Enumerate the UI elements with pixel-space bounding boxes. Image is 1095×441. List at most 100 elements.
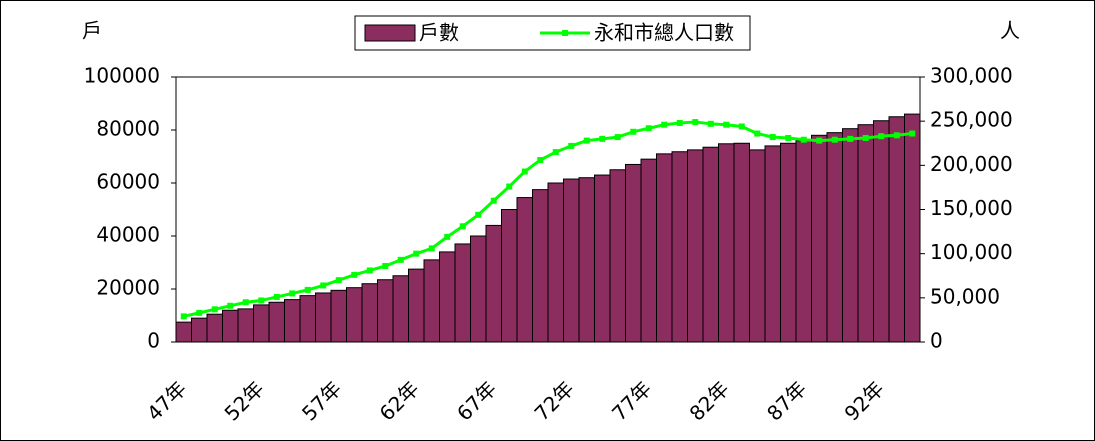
y-tick-label: 100000: [84, 64, 160, 88]
marker: [428, 245, 435, 252]
marker: [676, 119, 683, 126]
bar: [222, 309, 239, 343]
marker: [878, 133, 885, 140]
bar: [578, 177, 595, 343]
marker: [382, 263, 389, 270]
marker: [196, 309, 203, 316]
bar: [315, 292, 332, 343]
marker: [599, 135, 606, 142]
marker: [785, 134, 792, 141]
bar: [346, 287, 363, 343]
bar: [392, 275, 409, 343]
bar: [485, 224, 502, 343]
marker: [459, 223, 466, 230]
legend-swatch: [364, 24, 416, 42]
bar: [888, 116, 905, 343]
y-axis-title: 戶: [82, 19, 102, 43]
marker: [661, 121, 668, 128]
bar: [470, 235, 487, 343]
marker: [335, 277, 342, 284]
y2-tick-label: 250,000: [930, 108, 1013, 132]
bar: [718, 143, 735, 343]
bar: [594, 174, 611, 343]
y2-axis-title: 人: [1000, 19, 1020, 43]
marker: [630, 128, 637, 135]
marker: [521, 168, 528, 175]
marker: [800, 136, 807, 143]
marker: [738, 123, 745, 130]
bar: [191, 317, 208, 343]
bar: [625, 163, 642, 343]
bar: [361, 283, 378, 343]
marker: [568, 142, 575, 149]
marker: [320, 282, 327, 289]
marker: [909, 130, 916, 137]
bar: [671, 151, 688, 343]
marker: [893, 132, 900, 139]
legend-label: 戶數: [419, 21, 459, 45]
marker: [397, 256, 404, 263]
bar: [640, 158, 657, 343]
bar: [423, 259, 440, 343]
marker: [506, 183, 513, 190]
bar: [547, 182, 564, 343]
bar: [563, 178, 580, 343]
marker: [211, 306, 218, 313]
y-tick-label: 60000: [96, 170, 160, 194]
bar: [501, 209, 518, 343]
marker: [769, 134, 776, 141]
bar: [687, 149, 704, 343]
bar: [764, 145, 781, 343]
bar: [857, 124, 874, 343]
marker: [366, 267, 373, 274]
marker: [707, 120, 714, 127]
bar: [532, 189, 549, 343]
y-tick-label: 80000: [96, 117, 160, 141]
y2-tick-label: 200,000: [930, 152, 1013, 176]
marker: [180, 313, 187, 320]
bar: [237, 308, 254, 343]
y-tick-label: 20000: [96, 276, 160, 300]
y-tick-label: 40000: [96, 223, 160, 247]
marker: [552, 149, 559, 156]
marker: [537, 157, 544, 164]
marker: [490, 197, 497, 204]
marker: [583, 137, 590, 144]
legend-label: 永和市總人口數: [594, 21, 734, 45]
marker: [847, 135, 854, 142]
marker: [304, 286, 311, 293]
marker: [816, 137, 823, 144]
bar: [842, 128, 859, 343]
bar: [733, 142, 750, 343]
y2-tick-label: 0: [930, 329, 943, 353]
marker: [227, 302, 234, 309]
marker: [475, 211, 482, 218]
marker: [273, 293, 280, 300]
marker: [692, 119, 699, 126]
marker: [723, 121, 730, 128]
marker: [351, 271, 358, 278]
legend-swatch: [562, 30, 568, 36]
bar: [904, 113, 921, 343]
y-tick-label: 0: [147, 329, 160, 353]
bar: [516, 197, 533, 343]
y2-tick-label: 50,000: [930, 284, 1000, 308]
marker: [645, 125, 652, 132]
bar: [284, 299, 301, 343]
marker: [413, 250, 420, 257]
marker: [614, 134, 621, 141]
bar: [795, 140, 812, 343]
bar: [656, 153, 673, 343]
bar: [206, 313, 223, 343]
bar: [811, 134, 828, 343]
bar: [377, 279, 394, 343]
bar: [873, 120, 890, 343]
marker: [258, 297, 265, 304]
bar: [826, 132, 843, 343]
y2-tick-label: 100,000: [930, 240, 1013, 264]
bar: [408, 268, 425, 343]
bar: [253, 304, 270, 343]
bar: [299, 295, 316, 343]
bar: [439, 251, 456, 343]
bar: [268, 301, 285, 343]
